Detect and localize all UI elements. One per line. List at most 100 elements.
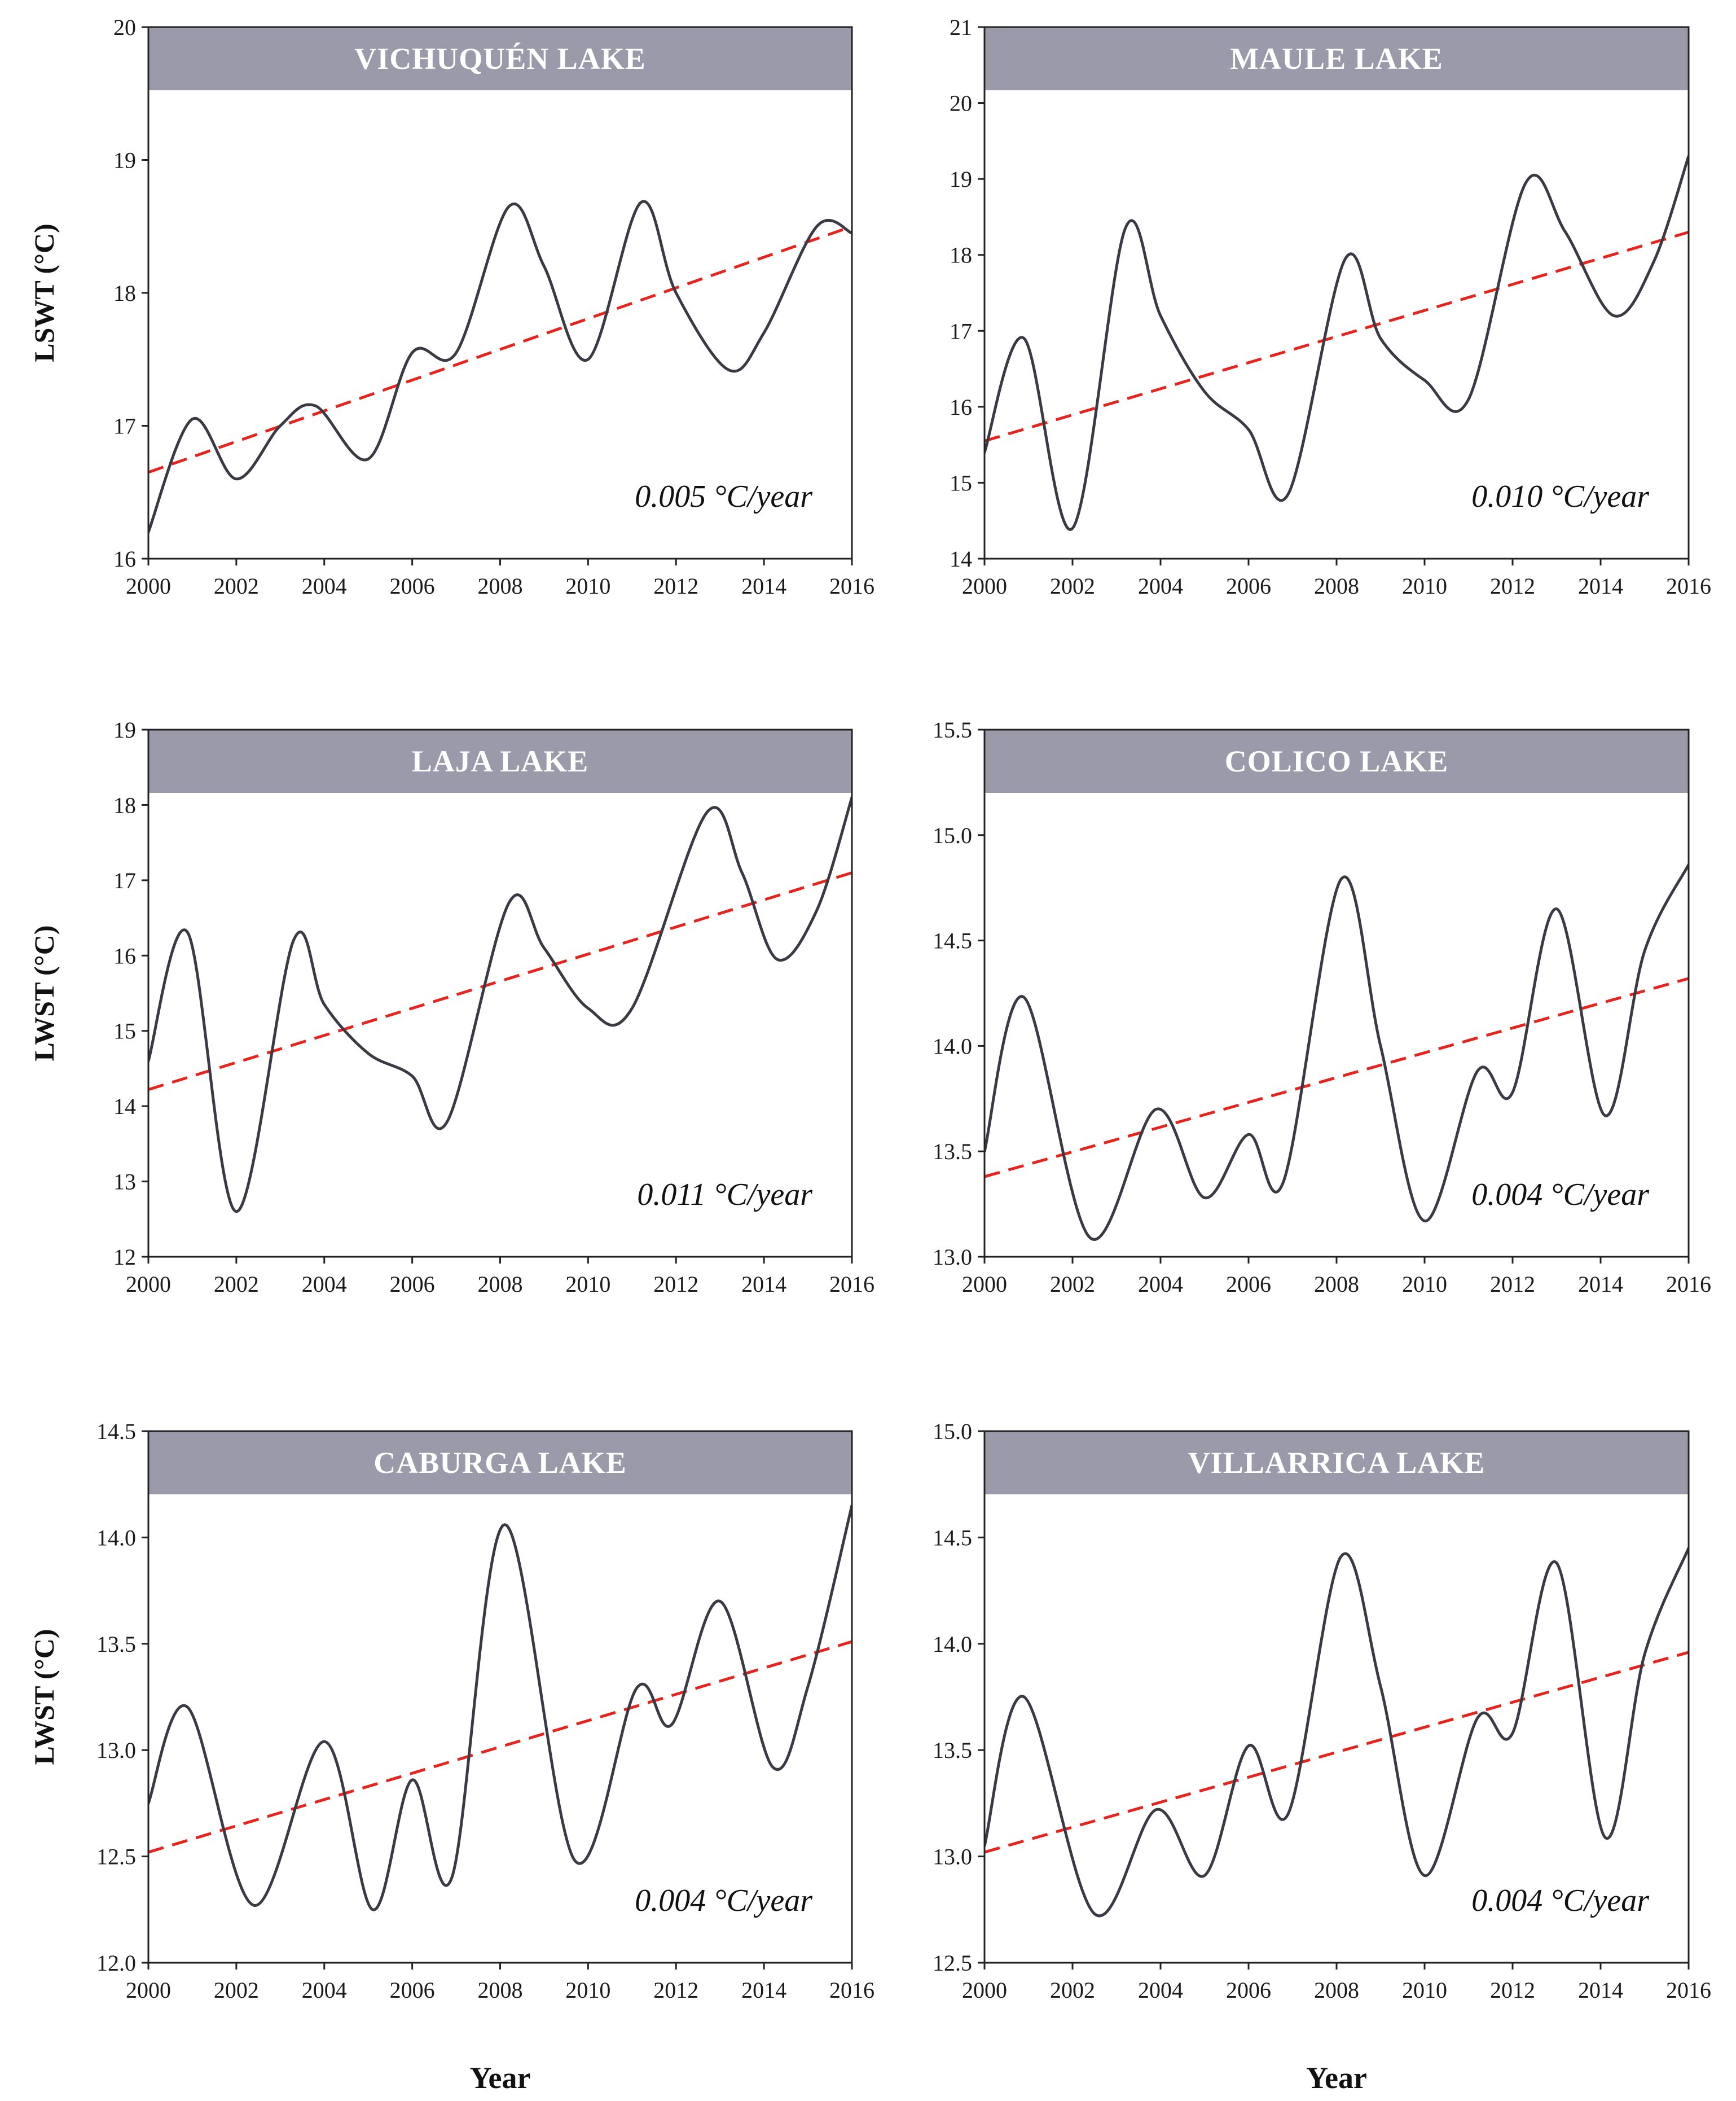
x-tick-label: 2006 (390, 1271, 435, 1297)
x-tick-label: 2010 (565, 1977, 610, 2003)
x-tick-label: 2002 (214, 1977, 259, 2003)
title-banner (985, 730, 1689, 793)
x-tick-label: 2004 (302, 1271, 347, 1297)
x-tick-label: 2008 (478, 573, 523, 599)
trend-rate-label: 0.005 °C/year (635, 479, 812, 514)
x-tick-label: 2014 (741, 1977, 786, 2003)
chart-panel-3: LAJA LAKE 12 13 14 15 16 17 18 19 2000 2002 2004 200… (28, 717, 874, 1297)
x-tick-label: 2012 (653, 573, 698, 599)
x-tick-label: 2012 (1490, 1977, 1535, 2003)
x-tick-label: 2010 (1402, 1977, 1447, 2003)
trend-rate-label: 0.004 °C/year (1471, 1883, 1649, 1918)
x-tick-label: 2016 (829, 1271, 874, 1297)
x-tick-label: 2010 (1402, 573, 1447, 599)
y-tick-label: 13.0 (96, 1738, 136, 1763)
x-axis-label: Year (470, 2061, 531, 2095)
x-tick-label: 2012 (653, 1977, 698, 2003)
x-tick-label: 2014 (1578, 573, 1623, 599)
x-tick-label: 2004 (1138, 1977, 1183, 2003)
x-tick-label: 2004 (302, 573, 347, 599)
x-tick-label: 2002 (1050, 1977, 1095, 2003)
y-tick-label: 17 (113, 868, 136, 893)
y-tick-label: 14.0 (933, 1631, 972, 1657)
x-tick-label: 2008 (478, 1271, 523, 1297)
y-tick-label: 19 (113, 717, 136, 743)
series-line (148, 200, 852, 534)
y-tick-label: 15 (113, 1019, 136, 1044)
y-tick-label: 13.0 (933, 1244, 972, 1270)
x-tick-label: 2002 (1050, 1271, 1095, 1297)
y-tick-label: 16 (113, 943, 136, 968)
x-tick-label: 2002 (1050, 573, 1095, 599)
chart-panel-4: COLICO LAKE 13.0 13.5 14.0 14.5 15.0 15.5 2000 2… (933, 717, 1711, 1297)
trend-rate-label: 0.011 °C/year (637, 1177, 812, 1212)
x-tick-label: 2006 (1226, 1977, 1271, 2003)
trend-line (148, 225, 852, 474)
x-tick-label: 2014 (1578, 1977, 1623, 2003)
y-tick-label: 12 (113, 1244, 136, 1270)
chart-panel-6: VILLARRICA LAKE 12.5 13.0 13.5 14.0 14.5 15.0 2… (933, 1419, 1711, 2095)
y-tick-label: 14.0 (96, 1525, 136, 1550)
y-tick-label: 12.0 (96, 1950, 136, 1976)
y-tick-label: 13.5 (933, 1139, 972, 1164)
y-tick-label: 19 (950, 166, 972, 192)
y-axis-label: LWST (°C) (28, 1629, 60, 1765)
x-tick-label: 2002 (214, 573, 259, 599)
chart-panel-1: VICHUQUÉN LAKE 16 17 18 19 20 2000 2002 2004 2006… (28, 15, 874, 599)
panel-title: VILLARRICA LAKE (1188, 1446, 1486, 1480)
y-axis-label: LWST (°C) (28, 926, 60, 1062)
y-tick-label: 20 (113, 15, 136, 40)
y-tick-label: 17 (113, 414, 136, 439)
chart-panel-5: CABURGA LAKE 12.0 12.5 13.0 13.5 14.0 14.5 2000… (28, 1419, 874, 2095)
x-tick-label: 2000 (962, 573, 1007, 599)
x-tick-label: 2016 (829, 1977, 874, 2003)
title-banner (985, 1431, 1689, 1494)
panel-title: MAULE LAKE (1230, 42, 1443, 76)
panel-title: LAJA LAKE (412, 744, 589, 778)
x-axis-label: Year (1306, 2061, 1367, 2095)
x-tick-label: 2010 (565, 1271, 610, 1297)
x-tick-label: 2008 (1314, 573, 1359, 599)
chart-panel-2: MAULE LAKE 14 15 16 17 18 19 20 21 2000 2002 2004 20… (950, 15, 1711, 599)
y-tick-label: 13.5 (96, 1631, 136, 1657)
x-tick-label: 2006 (390, 573, 435, 599)
series-line (148, 1504, 852, 1911)
trend-rate-label: 0.010 °C/year (1471, 479, 1649, 514)
y-tick-label: 12.5 (96, 1844, 136, 1870)
x-tick-label: 2008 (478, 1977, 523, 2003)
y-tick-label: 15.0 (933, 823, 972, 848)
title-banner (985, 27, 1689, 90)
x-tick-label: 2004 (1138, 1271, 1183, 1297)
x-tick-label: 2006 (1226, 1271, 1271, 1297)
panel-title: CABURGA LAKE (373, 1446, 627, 1480)
y-tick-label: 18 (950, 243, 972, 268)
x-tick-label: 2016 (1666, 573, 1711, 599)
x-tick-label: 2004 (1138, 573, 1183, 599)
y-tick-label: 21 (950, 15, 972, 40)
y-tick-label: 14.5 (933, 1525, 972, 1550)
x-tick-label: 2000 (962, 1977, 1007, 2003)
y-tick-label: 16 (950, 394, 972, 420)
y-tick-label: 15.5 (933, 717, 972, 743)
x-tick-label: 2010 (1402, 1271, 1447, 1297)
trend-line (985, 977, 1689, 1178)
trend-line (148, 871, 852, 1091)
x-tick-label: 2006 (390, 1977, 435, 2003)
trend-rate-label: 0.004 °C/year (635, 1883, 812, 1918)
x-tick-label: 2008 (1314, 1977, 1359, 2003)
title-banner (148, 730, 852, 793)
y-tick-label: 14.5 (96, 1419, 136, 1444)
x-tick-label: 2014 (1578, 1271, 1623, 1297)
y-tick-label: 15.0 (933, 1419, 972, 1444)
y-tick-label: 14 (950, 546, 972, 572)
x-tick-label: 2014 (741, 1271, 786, 1297)
series-line (985, 863, 1689, 1241)
y-tick-label: 12.5 (933, 1950, 972, 1976)
title-banner (148, 1431, 852, 1494)
y-tick-label: 14 (113, 1094, 136, 1119)
y-tick-label: 14.5 (933, 928, 972, 954)
x-tick-label: 2000 (126, 573, 171, 599)
x-tick-label: 2000 (962, 1271, 1007, 1297)
series-line (985, 155, 1689, 531)
series-line (148, 796, 852, 1213)
